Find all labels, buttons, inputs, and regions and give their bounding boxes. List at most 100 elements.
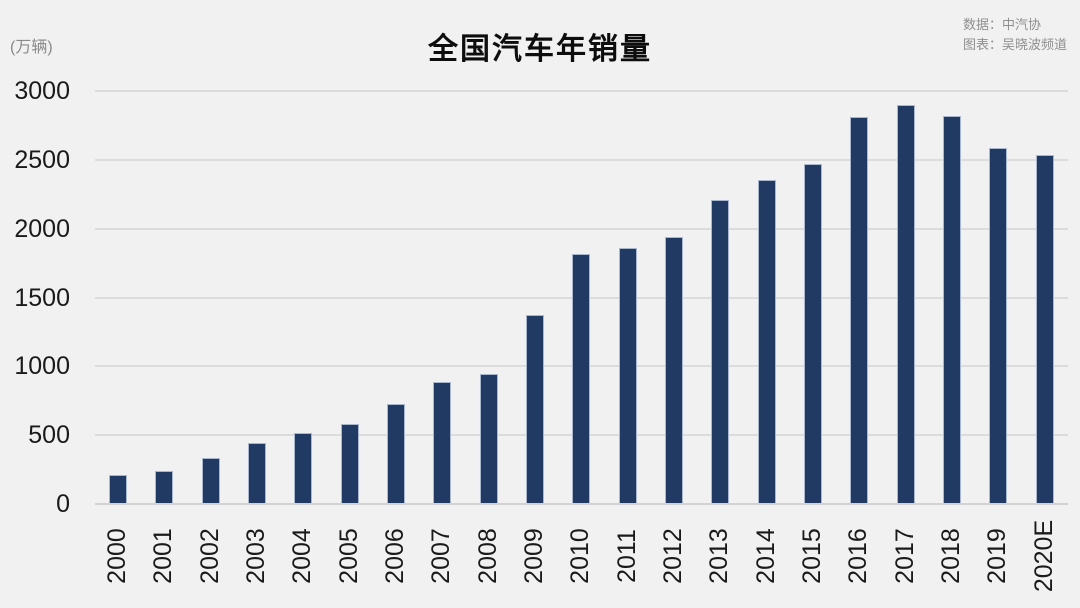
x-slot-2014: 2014 (744, 503, 790, 608)
gridline-3000 (95, 90, 1068, 92)
bar-slot-2001 (141, 90, 187, 503)
bar-slot-2010 (558, 90, 604, 503)
plot-area (95, 90, 1068, 505)
bar-slot-2017 (883, 90, 929, 503)
bar-slot-2004 (280, 90, 326, 503)
bar-slot-2020E (1022, 90, 1068, 503)
chart-credits: 数据：中汽协 图表：吴晓波频道 (963, 15, 1067, 55)
bar-2008 (479, 373, 498, 503)
bar-2014 (757, 179, 776, 503)
y-tick-label-2500: 2500 (14, 145, 70, 174)
bar-2018 (943, 116, 962, 503)
y-axis-unit-label: (万辆) (10, 39, 53, 56)
x-tick-label-2001: 2001 (149, 527, 178, 584)
bar-slot-2002 (188, 90, 234, 503)
x-tick-label-2003: 2003 (242, 527, 271, 584)
bar-slot-2007 (419, 90, 465, 503)
x-slot-2013: 2013 (697, 503, 743, 608)
bar-2005 (340, 423, 359, 503)
x-slot-2000: 2000 (95, 503, 141, 608)
x-tick-label-2018: 2018 (937, 527, 966, 584)
x-slot-2010: 2010 (558, 503, 604, 608)
bar-slot-2011 (605, 90, 651, 503)
bar-slot-2000 (95, 90, 141, 503)
x-tick-label-2011: 2011 (612, 528, 641, 583)
x-slot-2018: 2018 (929, 503, 975, 608)
bar-slot-2018 (929, 90, 975, 503)
bar-2004 (294, 433, 313, 503)
y-tick-label-3000: 3000 (14, 77, 70, 105)
bar-slot-2012 (651, 90, 697, 503)
x-slot-2004: 2004 (280, 503, 326, 608)
bar-2011 (618, 248, 637, 503)
bar-slot-2019 (975, 90, 1021, 503)
x-slot-2007: 2007 (419, 503, 465, 608)
x-slot-2012: 2012 (651, 503, 697, 608)
bar-2012 (665, 237, 684, 503)
x-tick-label-2012: 2012 (659, 527, 688, 584)
bar-2007 (433, 382, 452, 503)
x-tick-label-2010: 2010 (566, 527, 595, 584)
bar-2002 (201, 458, 220, 503)
bar-slot-2006 (373, 90, 419, 503)
gridline-0 (95, 503, 1068, 505)
x-slot-2011: 2011 (605, 503, 651, 608)
bar-series (95, 90, 1068, 503)
x-tick-label-2019: 2019 (983, 527, 1012, 584)
bar-2006 (387, 403, 406, 503)
bar-2010 (572, 254, 591, 503)
x-tick-label-2016: 2016 (844, 527, 873, 584)
y-tick-label-1500: 1500 (14, 283, 70, 312)
bar-slot-2008 (466, 90, 512, 503)
bar-2000 (109, 474, 128, 503)
bar-slot-2013 (697, 90, 743, 503)
bar-2017 (896, 105, 915, 503)
bar-2003 (248, 442, 267, 503)
x-slot-2006: 2006 (373, 503, 419, 608)
x-tick-label-2000: 2000 (103, 527, 132, 584)
bar-2009 (526, 315, 545, 503)
bar-slot-2005 (327, 90, 373, 503)
y-axis: 0 500 1000 1500 2000 2500 3000 (0, 77, 70, 518)
x-tick-label-2006: 2006 (381, 527, 410, 584)
y-tick-label-500: 500 (28, 421, 70, 450)
x-slot-2009: 2009 (512, 503, 558, 608)
x-slot-2001: 2001 (141, 503, 187, 608)
chart-author-credit: 图表：吴晓波频道 (962, 37, 1067, 53)
bar-2016 (850, 117, 869, 503)
bar-2013 (711, 200, 730, 503)
bar-2015 (804, 164, 823, 503)
x-tick-label-2014: 2014 (751, 527, 780, 584)
x-tick-label-2002: 2002 (195, 527, 224, 584)
data-source-credit: 数据：中汽协 (962, 17, 1041, 32)
x-tick-label-2009: 2009 (520, 527, 549, 584)
x-slot-2020E: 2020E (1022, 503, 1068, 608)
x-slot-2003: 2003 (234, 503, 280, 608)
x-tick-label-2015: 2015 (798, 527, 827, 584)
x-slot-2005: 2005 (327, 503, 373, 608)
y-tick-label-2000: 2000 (14, 214, 70, 243)
bar-slot-2009 (512, 90, 558, 503)
x-tick-label-2020E: 2020E (1029, 519, 1058, 592)
gridline-2500 (95, 158, 1068, 161)
x-slot-2017: 2017 (883, 503, 929, 608)
x-tick-label-2008: 2008 (473, 527, 502, 584)
x-tick-label-2005: 2005 (334, 527, 363, 584)
bar-2001 (155, 470, 174, 503)
x-slot-2015: 2015 (790, 503, 836, 608)
x-slot-2008: 2008 (466, 503, 512, 608)
x-slot-2002: 2002 (188, 503, 234, 608)
y-tick-label-1000: 1000 (14, 352, 70, 381)
bar-slot-2014 (744, 90, 790, 503)
gridline-2000 (95, 227, 1068, 230)
y-tick-label-0: 0 (56, 490, 70, 518)
x-tick-label-2013: 2013 (705, 527, 734, 584)
x-tick-label-2007: 2007 (427, 527, 456, 584)
bar-slot-2016 (836, 90, 882, 503)
bar-2020E (1035, 154, 1054, 503)
x-slot-2019: 2019 (975, 503, 1021, 608)
bar-2019 (989, 148, 1008, 503)
chart-title: 全国汽车年销量 (428, 33, 652, 66)
bar-slot-2015 (790, 90, 836, 503)
